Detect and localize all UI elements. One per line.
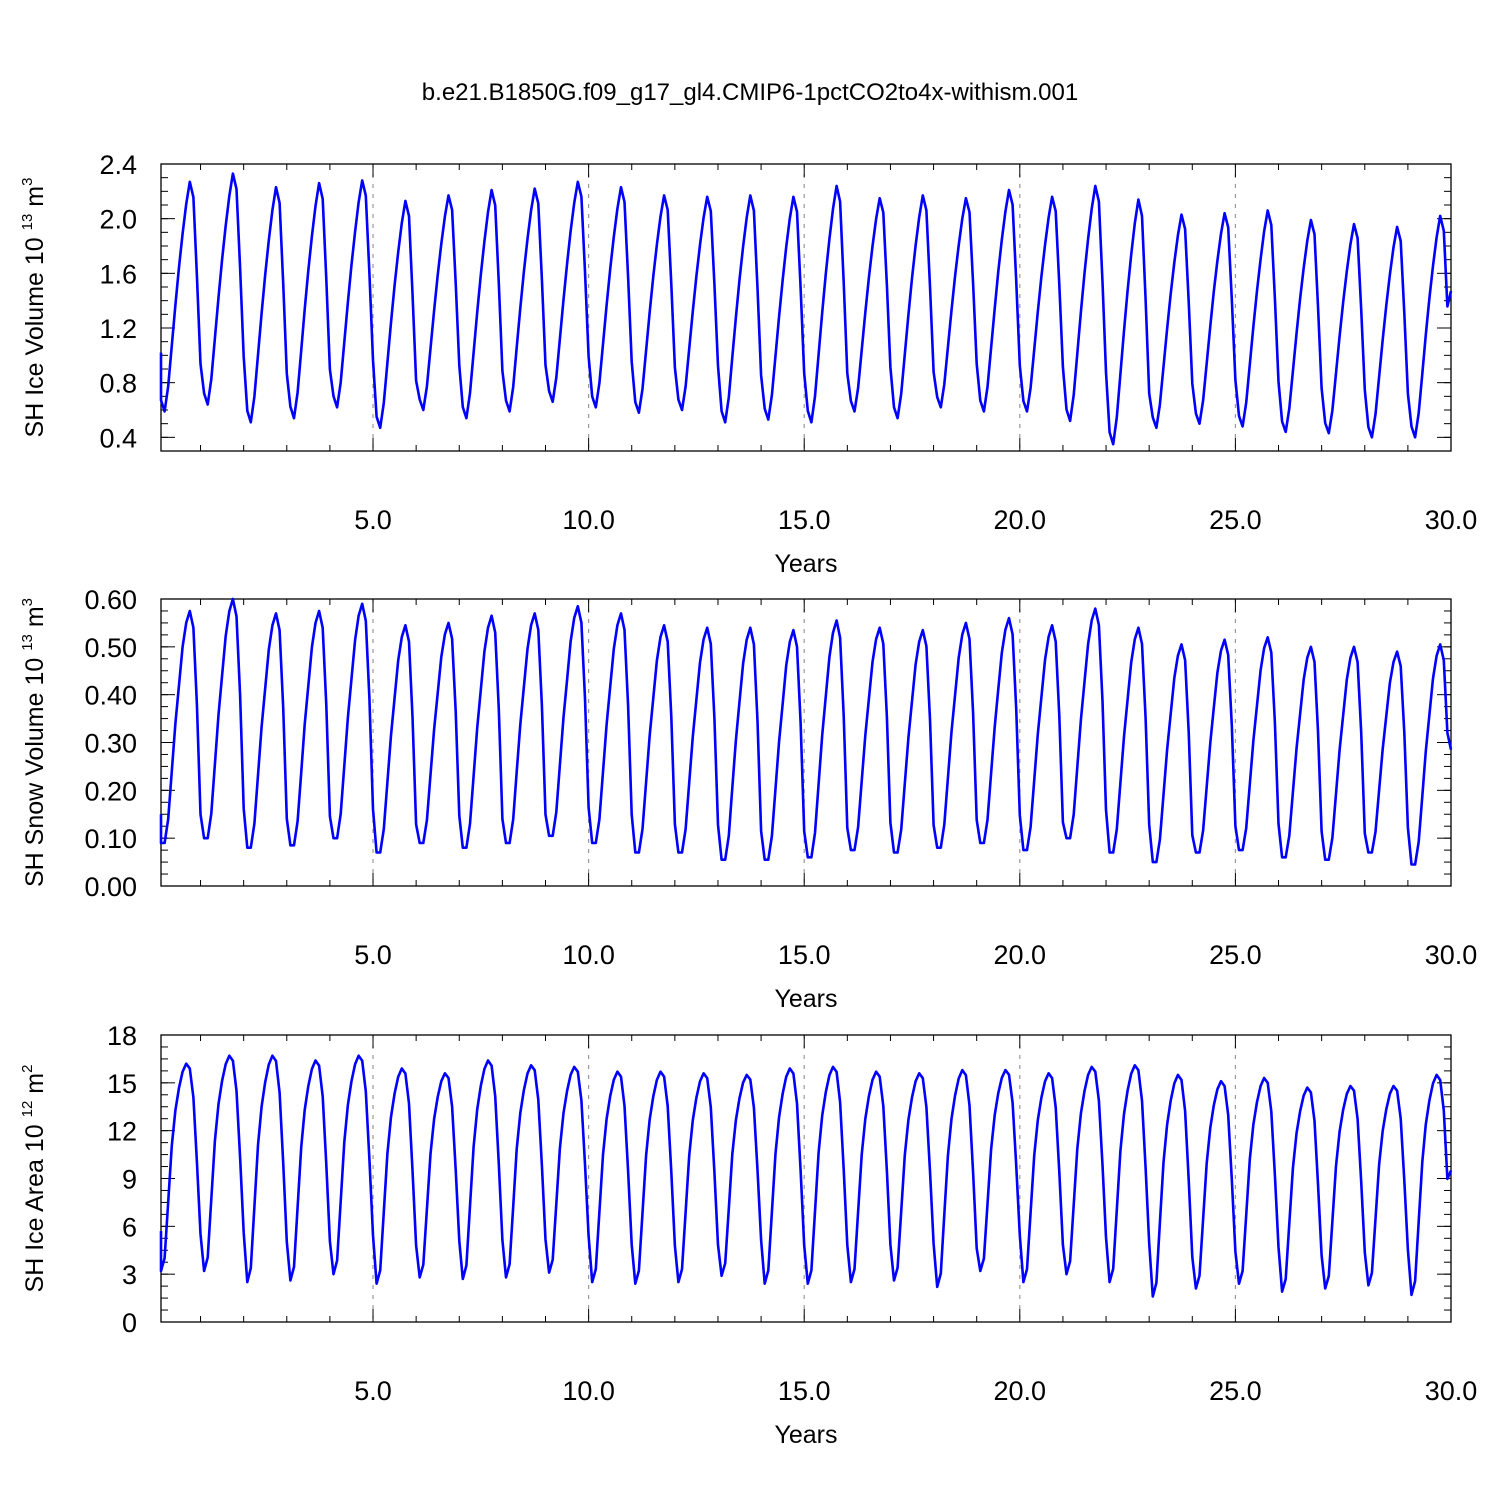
x-tick-label: 25.0 bbox=[1209, 1376, 1262, 1406]
y-tick-label: 0.50 bbox=[84, 633, 137, 663]
x-tick-label: 20.0 bbox=[994, 940, 1047, 970]
y-tick-label: 18 bbox=[107, 1021, 137, 1051]
plot-frame bbox=[160, 1034, 1452, 1323]
y-tick-label: 0.30 bbox=[84, 729, 137, 759]
y-axis-label: SH Snow Volume 10 13 m3 bbox=[19, 598, 49, 887]
x-tick-label: 15.0 bbox=[778, 940, 831, 970]
y-tick-label: 9 bbox=[122, 1165, 137, 1195]
plot-frame bbox=[160, 163, 1452, 452]
x-tick-label: 30.0 bbox=[1425, 1376, 1478, 1406]
x-tick-label: 30.0 bbox=[1425, 940, 1478, 970]
y-tick-label: 15 bbox=[107, 1069, 137, 1099]
panel-ice-area: 5.0 10.0 15.0 20.0 25.0 30.0 0 3 6 9 12 15 18 Years SH… bbox=[19, 1021, 1477, 1449]
y-tick-label: 0.4 bbox=[99, 423, 137, 453]
y-tick-label: 0.60 bbox=[84, 585, 137, 615]
x-tick-label: 10.0 bbox=[562, 505, 615, 535]
series-line bbox=[159, 597, 1453, 866]
series-line bbox=[159, 172, 1453, 446]
y-tick-label: 1.2 bbox=[99, 314, 137, 344]
x-axis-label: Years bbox=[774, 985, 837, 1013]
y-tick-label: 6 bbox=[122, 1212, 137, 1242]
y-tick-label: 0.40 bbox=[84, 681, 137, 711]
x-tick-label: 10.0 bbox=[562, 1376, 615, 1406]
y-axis-label: SH Ice Volume 10 13 m3 bbox=[19, 178, 49, 438]
y-tick-label: 12 bbox=[107, 1117, 137, 1147]
x-tick-label: 20.0 bbox=[994, 505, 1047, 535]
x-axis-label: Years bbox=[774, 1421, 837, 1449]
y-tick-label: 1.6 bbox=[99, 259, 137, 289]
panel-snow-volume: 5.0 10.0 15.0 20.0 25.0 30.0 0.00 0.10 0.20 0.30 0… bbox=[19, 585, 1477, 1013]
x-tick-label: 10.0 bbox=[562, 940, 615, 970]
x-tick-label: 5.0 bbox=[354, 1376, 392, 1406]
x-tick-label: 5.0 bbox=[354, 940, 392, 970]
y-tick-label: 0.8 bbox=[99, 369, 137, 399]
y-tick-label: 0.10 bbox=[84, 824, 137, 854]
series-line bbox=[159, 1054, 1453, 1298]
x-tick-label: 15.0 bbox=[778, 505, 831, 535]
y-tick-label: 2.4 bbox=[99, 150, 137, 180]
x-tick-label: 5.0 bbox=[354, 505, 392, 535]
x-tick-label: 25.0 bbox=[1209, 940, 1262, 970]
x-tick-label: 20.0 bbox=[994, 1376, 1047, 1406]
panel-ice-volume: 5.0 10.0 15.0 20.0 25.0 30.0 0.4 0.8 1.2 1.6 2.0 2.… bbox=[19, 150, 1477, 578]
y-tick-label: 3 bbox=[122, 1260, 137, 1290]
x-tick-label: 15.0 bbox=[778, 1376, 831, 1406]
y-tick-label: 0 bbox=[122, 1308, 137, 1338]
x-tick-label: 25.0 bbox=[1209, 505, 1262, 535]
x-tick-label: 30.0 bbox=[1425, 505, 1478, 535]
y-tick-label: 2.0 bbox=[99, 205, 137, 235]
y-tick-label: 0.20 bbox=[84, 776, 137, 806]
x-axis-label: Years bbox=[774, 550, 837, 578]
chart-title: b.e21.B1850G.f09_g17_gl4.CMIP6-1pctCO2to… bbox=[422, 79, 1078, 106]
y-axis-label: SH Ice Area 10 12 m2 bbox=[19, 1065, 49, 1293]
y-tick-label: 0.00 bbox=[84, 872, 137, 902]
